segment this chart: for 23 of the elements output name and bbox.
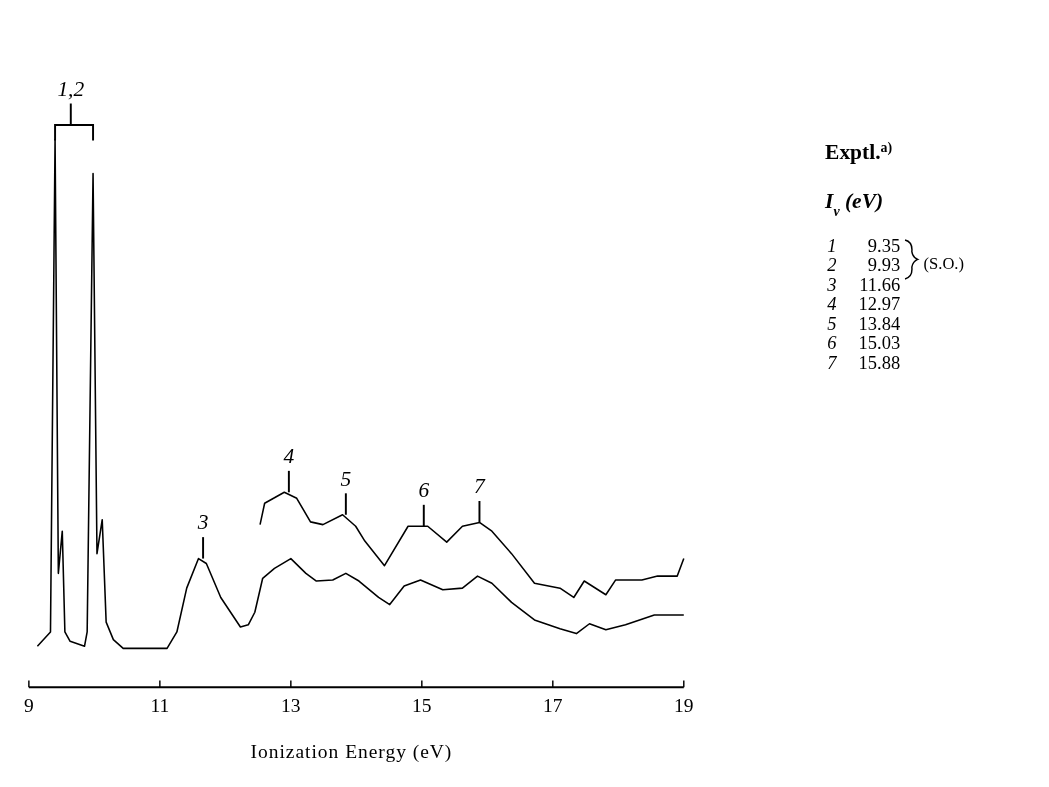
text: I$_{v}$ (eV): [824, 188, 884, 219]
text: 3 11.66: [827, 274, 901, 295]
x-tick-label: 11: [150, 694, 170, 716]
x-tick-label: 19: [674, 694, 694, 716]
annotation: 5: [340, 466, 352, 491]
x-axis-title: Ionization Energy (eV): [250, 741, 453, 764]
text: (S.O.): [923, 254, 964, 274]
text: 7 15.88: [827, 352, 901, 373]
annotation: 6: [418, 478, 430, 503]
x-tick-label: 9: [24, 694, 34, 716]
text: 5 13.84: [827, 313, 901, 334]
annotation: 4: [283, 444, 295, 469]
annotation: 7: [474, 474, 487, 499]
x-tick-label: 13: [281, 694, 301, 716]
text: 1 9.35: [827, 235, 901, 256]
text: 1,2: [57, 76, 85, 101]
text: 6 15.03: [827, 333, 901, 354]
annotation: 3: [196, 510, 209, 535]
text: Exptl.$^{a)}$: [825, 139, 893, 165]
x-tick-label: 17: [543, 694, 563, 716]
text: 2 9.93: [827, 255, 901, 276]
text: 4 12.97: [827, 294, 901, 315]
x-tick-label: 15: [412, 694, 432, 716]
